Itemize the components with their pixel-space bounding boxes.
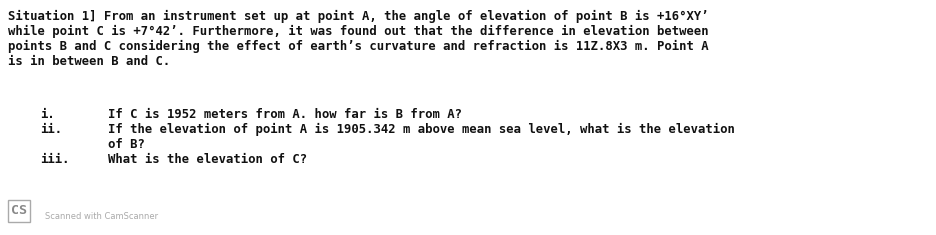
Text: ii.: ii. xyxy=(40,123,62,136)
Text: Scanned with CamScanner: Scanned with CamScanner xyxy=(45,212,158,221)
Text: If the elevation of point A is 1905.342 m above mean sea level, what is the elev: If the elevation of point A is 1905.342 … xyxy=(108,123,735,136)
Text: i.: i. xyxy=(40,108,54,121)
Text: If C is 1952 meters from A. how far is B from A?: If C is 1952 meters from A. how far is B… xyxy=(108,108,462,121)
Text: of B?: of B? xyxy=(108,138,145,151)
Text: Situation 1] From an instrument set up at point A, the angle of elevation of poi: Situation 1] From an instrument set up a… xyxy=(8,10,709,23)
Text: iii.: iii. xyxy=(40,153,69,166)
Text: while point C is +7°42’. Furthermore, it was found out that the difference in el: while point C is +7°42’. Furthermore, it… xyxy=(8,25,709,38)
Text: points B and C considering the effect of earth’s curvature and refraction is 11Z: points B and C considering the effect of… xyxy=(8,40,709,53)
Text: is in between B and C.: is in between B and C. xyxy=(8,55,170,68)
Text: What is the elevation of C?: What is the elevation of C? xyxy=(108,153,307,166)
Text: CS: CS xyxy=(11,204,27,218)
